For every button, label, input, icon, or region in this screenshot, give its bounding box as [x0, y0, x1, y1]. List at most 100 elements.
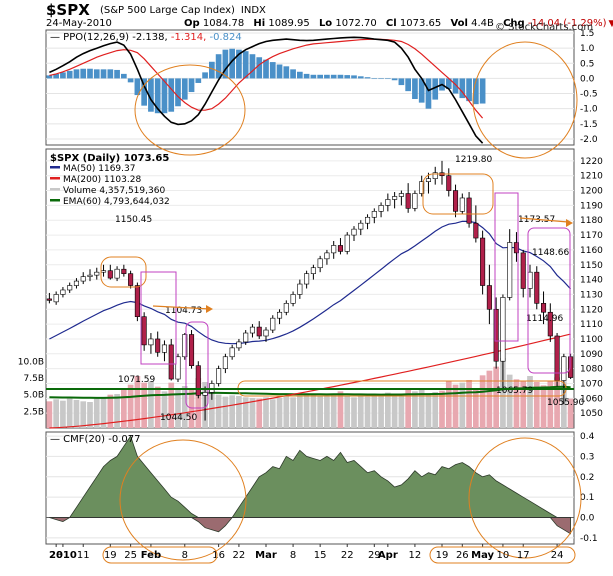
- ppo-histogram-bar: [114, 69, 120, 79]
- cmf-tick-label: -0.1: [580, 534, 598, 544]
- candle-body: [304, 273, 310, 285]
- annotation-box-may-drop: [494, 192, 519, 342]
- ppo-tick-label: -2.0: [580, 135, 598, 145]
- candle-body: [229, 347, 235, 358]
- volume-bar: [459, 382, 466, 428]
- ppo-annotation-circle-right: [472, 41, 578, 159]
- cmf-tick-label: 0.1: [580, 493, 594, 503]
- close-label: Cl: [385, 18, 397, 29]
- date-tick-label: 19: [436, 550, 449, 561]
- price-title: $SPX (Daily) 1073.65: [50, 153, 169, 164]
- ppo-histogram-bar: [357, 76, 364, 79]
- volume-tick-label: 10.0B: [18, 357, 44, 367]
- ppo-histogram-bar: [391, 78, 398, 81]
- volume-bar: [500, 358, 506, 428]
- price-annotation-label: 1104.73: [165, 306, 202, 316]
- ppo-histogram-bar: [175, 78, 181, 107]
- volume-bar: [283, 396, 290, 428]
- price-tick-label: 1120: [580, 305, 603, 315]
- date-tick-label: 10: [497, 550, 510, 561]
- price-tick-label: 1090: [580, 350, 603, 360]
- candle-body: [141, 316, 147, 346]
- ppo-tick-label: 1.5: [580, 29, 594, 39]
- ppo-histogram-bar: [412, 78, 418, 99]
- volume-bar: [242, 397, 249, 428]
- ppo-histogram-bar: [141, 78, 147, 106]
- candle-body: [392, 196, 398, 200]
- candle-body: [520, 252, 526, 289]
- candle-body: [358, 222, 364, 230]
- candle-body: [568, 356, 574, 378]
- candle-body: [216, 368, 222, 384]
- date-tick-label: 16: [212, 550, 225, 561]
- volume-bar: [324, 395, 330, 428]
- candle-body: [385, 199, 391, 206]
- volume-bar: [297, 395, 303, 428]
- low-label: Lo: [318, 18, 333, 29]
- cmf-positive-area: [49, 435, 571, 518]
- volume-bar: [87, 402, 93, 428]
- volume-bar: [486, 370, 493, 428]
- volume-bar: [236, 396, 242, 428]
- ppo-histogram-bar: [242, 51, 249, 79]
- candle-body: [459, 197, 465, 212]
- volume-bar: [114, 394, 120, 428]
- cmf-annotation-circle-left: [119, 439, 247, 561]
- ppo-histogram-bar: [283, 66, 290, 79]
- price-tick-label: 1110: [580, 320, 603, 330]
- candle-body: [46, 298, 52, 301]
- ppo-histogram-bar: [66, 70, 73, 79]
- ppo-histogram-bar: [127, 78, 134, 83]
- candle-body: [73, 280, 79, 286]
- cmf-annotation-circle-right: [468, 437, 582, 559]
- ppo-histogram-bar: [297, 71, 303, 79]
- date-tick-label: 12: [409, 550, 422, 561]
- volume-bar: [351, 397, 357, 428]
- volume-value: 4.4B: [471, 18, 494, 29]
- candle-body: [182, 334, 188, 358]
- ppo-histogram-bar: [256, 57, 263, 79]
- candle-body: [243, 332, 249, 343]
- ppo-histogram-bar: [276, 64, 283, 79]
- volume-bar: [249, 398, 256, 428]
- ppo-tick-label: 0.0: [580, 74, 595, 84]
- ppo-histogram-bar: [364, 77, 371, 79]
- volume-bar: [473, 388, 479, 428]
- candle-body: [405, 193, 411, 209]
- annotation-arrow-right: [519, 217, 569, 223]
- volume-bar: [60, 400, 66, 428]
- candle-body: [209, 383, 215, 393]
- volume-bar: [357, 395, 364, 428]
- ppo-histogram-bar: [263, 59, 269, 79]
- volume-bar: [127, 384, 134, 428]
- candle-body: [486, 285, 492, 310]
- price-tick-label: 1140: [580, 276, 603, 286]
- candle-body: [249, 326, 255, 334]
- price-legend-item: Volume 4,357,519,360: [63, 186, 165, 196]
- candle-body: [371, 211, 377, 218]
- ppo-panel: 1.5 1.0 0.5 0.0 -0.5 -1.0 -1.5 -2.0 — PPO(12,26,…: [46, 29, 598, 159]
- volume-bar: [93, 398, 100, 428]
- cmf-legend: — CMF(20) -0.077: [50, 434, 140, 445]
- ppo-histogram-bar: [425, 78, 432, 109]
- volume-bar: [418, 390, 425, 428]
- ppo-histogram-bar: [351, 75, 357, 79]
- candle-body: [337, 245, 343, 252]
- date-tick-label: 19: [104, 550, 117, 561]
- annotation-arrow-left-head: [206, 305, 213, 313]
- candle-body: [67, 285, 73, 291]
- candle-body: [466, 197, 472, 224]
- ppo-histogram-bar: [459, 78, 466, 99]
- volume-bar: [445, 380, 452, 428]
- date-tick-label: 17: [517, 550, 530, 561]
- candle-body: [134, 285, 140, 317]
- candle-body: [60, 289, 66, 295]
- ppo-legend-item: -0.824: [206, 32, 241, 43]
- price-legend-swatch: [50, 199, 60, 202]
- candle-body: [101, 270, 107, 273]
- volume-bar: [425, 393, 432, 428]
- volume-bar: [513, 379, 520, 428]
- open-label: Op: [184, 18, 200, 29]
- candle-body: [161, 344, 167, 353]
